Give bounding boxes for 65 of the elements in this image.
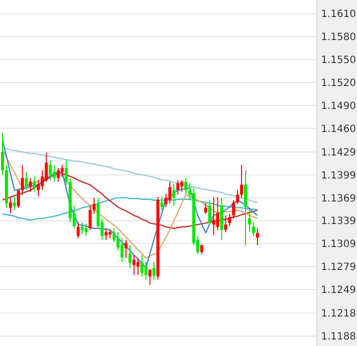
candlestick: [136, 258, 140, 276]
candlestick: [124, 239, 128, 259]
candlestick: [256, 228, 260, 246]
candlestick: [84, 223, 88, 237]
candlestick: [172, 184, 176, 206]
candlestick: [144, 261, 148, 280]
candlestick: [52, 164, 56, 182]
y-tick-label: 1.1218: [321, 308, 356, 320]
candlestick: [200, 244, 204, 255]
candlestick: [184, 177, 188, 196]
y-tick-label: 1.1188: [321, 332, 356, 343]
y-tick-label: 1.1369: [321, 193, 356, 204]
candlestick: [44, 152, 48, 182]
candlestick: [176, 180, 180, 196]
candlestick: [24, 171, 28, 191]
y-tick-label: 1.1610: [321, 9, 356, 20]
candlestick: [76, 222, 80, 239]
candlestick: [8, 197, 12, 214]
candlestick: [160, 196, 164, 211]
y-tick-label: 1.1490: [321, 100, 356, 112]
candlestick: [240, 164, 244, 198]
candlestick: [168, 181, 172, 204]
candlestick: [148, 269, 152, 286]
candlestick: [16, 190, 20, 208]
candlestick: [152, 261, 156, 280]
candlestick: [252, 222, 256, 237]
candlestick: [36, 180, 40, 197]
candlestick: [104, 228, 108, 240]
y-tick-label: 1.1580: [321, 32, 356, 44]
candlestick: [128, 244, 132, 269]
y-tick-label: 1.1279: [321, 262, 356, 274]
y-tick-label: 1.1460: [321, 124, 356, 135]
candlestick: [56, 168, 60, 182]
y-tick-label: 1.1550: [321, 55, 356, 66]
candlestick: [92, 197, 96, 214]
candlestick: [0, 132, 4, 176]
candlestick: [248, 210, 252, 233]
candlestick: [120, 238, 124, 262]
candlestick: [80, 222, 84, 235]
candlestick: [12, 196, 16, 211]
candlestick: [236, 190, 240, 204]
candlestick: [244, 170, 248, 246]
candlestick: [140, 254, 144, 277]
candlestick: [208, 200, 212, 226]
y-tick-label: 1.1520: [321, 78, 356, 89]
candlestick: [180, 180, 184, 192]
candlestick: [20, 164, 24, 196]
candlestick: [232, 200, 236, 219]
line-series: [2, 149, 258, 259]
candlestick: [32, 176, 36, 192]
candlestick: [204, 202, 208, 214]
y-tick-label: 1.1309: [321, 239, 356, 250]
candlestick: [60, 164, 64, 177]
candlestick: [212, 196, 216, 236]
candlestick: [132, 254, 136, 276]
y-tick-label: 1.1339: [321, 216, 356, 228]
y-tick-label: 1.1249: [321, 284, 356, 296]
candlestick: [216, 196, 220, 230]
candlestick: [88, 204, 92, 230]
candlestick: [228, 213, 232, 227]
candlestick: [224, 214, 228, 233]
y-tick-label: 1.1429: [321, 147, 356, 158]
candlestick: [48, 160, 52, 181]
candlestick: [28, 177, 32, 192]
y-tick-label: 1.1399: [321, 170, 356, 182]
